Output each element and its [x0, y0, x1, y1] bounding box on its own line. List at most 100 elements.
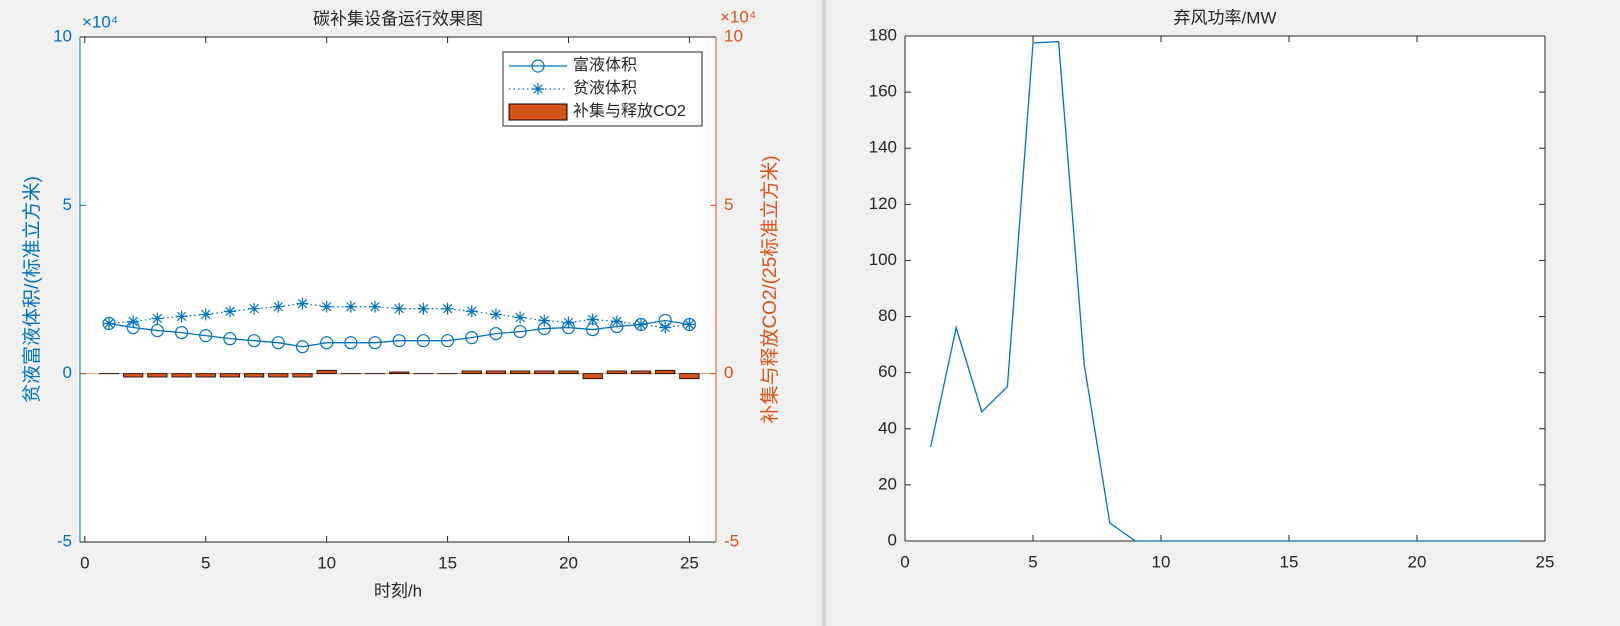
- marker: [272, 300, 285, 313]
- y-tick-label: -5: [57, 531, 72, 550]
- y2-tick-label: 5: [724, 195, 733, 214]
- x-tick-label: 20: [1408, 552, 1427, 571]
- bar: [268, 373, 289, 378]
- bar: [389, 371, 410, 375]
- x-tick-label: 0: [80, 553, 89, 572]
- marker: [295, 340, 310, 354]
- x-tick-label: 10: [317, 553, 336, 572]
- y-tick-label: 40: [878, 418, 897, 437]
- marker: [489, 308, 502, 321]
- marker: [320, 336, 334, 350]
- series-line: [929, 40, 1520, 542]
- bar: [244, 373, 265, 378]
- marker: [150, 323, 164, 338]
- marker: [175, 310, 188, 323]
- bar: [655, 369, 676, 375]
- y2-tick-label: 0: [724, 363, 733, 382]
- marker: [199, 329, 213, 343]
- x-tick-label: 15: [438, 553, 457, 572]
- bar: [485, 370, 507, 375]
- marker: [320, 300, 333, 313]
- marker: [610, 315, 623, 328]
- marker: [538, 314, 551, 327]
- bar: [534, 370, 555, 375]
- marker: [296, 297, 309, 310]
- bar: [582, 373, 603, 380]
- marker: [635, 318, 648, 331]
- marker: [151, 312, 164, 325]
- marker: [441, 302, 454, 315]
- y-tick-label: 10: [53, 26, 72, 45]
- y-tick-label: 0: [888, 530, 897, 549]
- y-tick-label: 160: [869, 82, 897, 101]
- bar: [558, 370, 579, 375]
- marker: [514, 311, 527, 324]
- y-tick-label: 5: [63, 195, 72, 214]
- bar: [171, 373, 192, 378]
- marker: [393, 302, 406, 315]
- x-tick-label: 5: [201, 553, 210, 572]
- marker: [586, 313, 599, 326]
- marker: [103, 317, 116, 330]
- y2-tick-label: -5: [724, 531, 739, 550]
- y2-tick-label: 10: [724, 26, 743, 45]
- marker: [369, 300, 382, 313]
- marker: [513, 324, 527, 339]
- x-axis-label: 时刻/h: [374, 581, 422, 600]
- x-tick-label: 25: [680, 553, 699, 572]
- legend-label: 补集与释放CO2: [573, 102, 686, 120]
- bar: [123, 373, 144, 378]
- bar: [606, 370, 627, 375]
- bar: [292, 373, 313, 378]
- y-tick-label: 0: [63, 363, 72, 382]
- y2-axis-label: 补集与释放CO2/(25标准立方米): [759, 155, 781, 423]
- plot-area: [905, 36, 1545, 541]
- marker: [465, 305, 478, 318]
- marker: [489, 327, 503, 341]
- x-tick-label: 20: [559, 553, 578, 572]
- bar: [219, 373, 241, 378]
- y-axis-label: 贫液富液体积/(标准立方米): [21, 176, 43, 403]
- marker: [247, 334, 261, 348]
- bar: [147, 373, 168, 378]
- bar: [316, 369, 337, 375]
- x-tick-label: 0: [900, 552, 909, 571]
- marker: [659, 321, 672, 334]
- legend-label: 贫液体积: [573, 79, 637, 97]
- marker: [344, 300, 357, 313]
- legend-marker: [532, 83, 544, 95]
- bar: [195, 373, 216, 378]
- marker: [465, 331, 479, 345]
- y2-exponent: ×10⁴: [720, 7, 756, 26]
- marker: [658, 313, 672, 328]
- marker: [440, 334, 455, 348]
- chart-title: 碳补集设备运行效果图: [313, 9, 483, 28]
- bar: [510, 370, 531, 375]
- y-tick-label: 120: [869, 194, 897, 213]
- y-tick-label: 20: [878, 474, 897, 493]
- legend-marker: [531, 59, 545, 73]
- marker: [586, 322, 600, 337]
- legend-swatch: [508, 103, 568, 121]
- legend-label: 富液体积: [573, 56, 637, 74]
- marker: [271, 336, 285, 350]
- y-tick-label: 80: [878, 306, 897, 325]
- y-tick-label: 100: [869, 250, 897, 269]
- x-tick-label: 5: [1028, 552, 1037, 571]
- marker: [223, 305, 236, 318]
- y-tick-label: 60: [878, 362, 897, 381]
- bar: [679, 373, 700, 380]
- bar: [461, 370, 482, 375]
- bar: [630, 370, 652, 375]
- marker: [223, 332, 237, 346]
- marker: [683, 318, 696, 331]
- x-tick-label: 25: [1536, 552, 1555, 571]
- marker: [126, 320, 140, 335]
- marker: [368, 336, 382, 350]
- marker: [248, 302, 261, 315]
- x-tick-label: 15: [1280, 552, 1299, 571]
- marker: [562, 316, 575, 329]
- chart-title: 弃风功率/MW: [1174, 8, 1277, 27]
- y-tick-label: 180: [869, 25, 897, 44]
